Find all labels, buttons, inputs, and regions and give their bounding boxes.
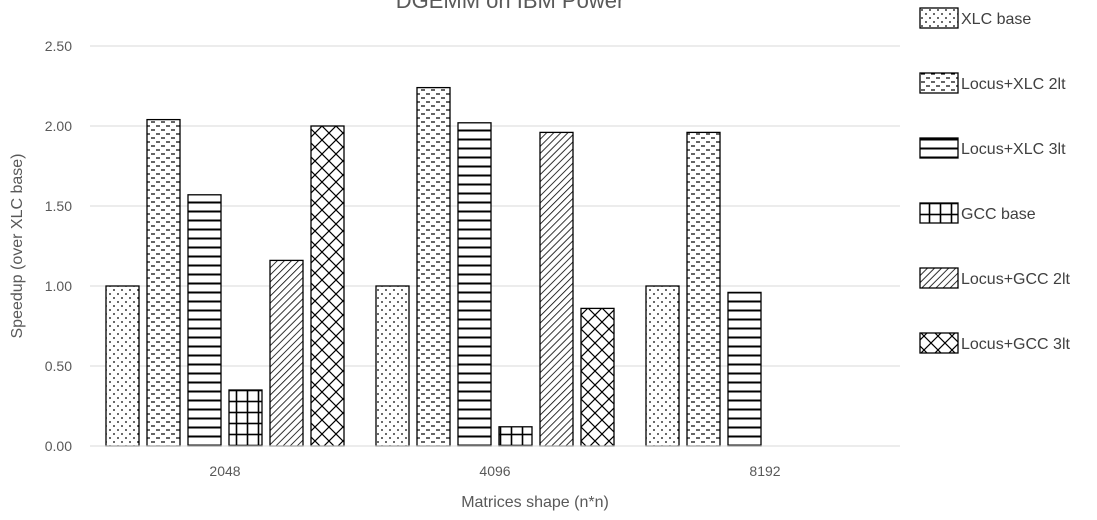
bar-dots-8192 bbox=[645, 285, 680, 447]
y-tick-label: 2.50 bbox=[45, 38, 72, 54]
legend-label: XLC base bbox=[961, 11, 1031, 28]
legend-label: GCC base bbox=[961, 206, 1036, 223]
x-tick-label: 4096 bbox=[479, 463, 510, 479]
legend: XLC base Locus+XLC 2lt Locus+XLC 3lt GCC ba… bbox=[919, 7, 1070, 354]
legend-swatch-dashes bbox=[919, 72, 959, 94]
y-tick-label: 0.50 bbox=[45, 358, 72, 374]
bar-grid-2048 bbox=[228, 389, 263, 447]
x-axis-label: Matrices shape (n*n) bbox=[461, 494, 609, 511]
legend-label: Locus+GCC 2lt bbox=[961, 271, 1070, 288]
legend-swatch-grid bbox=[919, 202, 959, 224]
y-axis-label: Speedup (over XLC base) bbox=[9, 154, 26, 339]
bar-dots-4096 bbox=[375, 285, 410, 447]
gridlines bbox=[90, 45, 900, 367]
bar-dashes-8192 bbox=[686, 131, 721, 447]
bar-hlines-8192 bbox=[727, 291, 762, 447]
bar-zigzag-2048 bbox=[310, 125, 345, 447]
bar-dots-2048 bbox=[105, 285, 140, 447]
bar-hlines-4096 bbox=[457, 122, 492, 447]
chart-title: DGEMM on IBM Power bbox=[396, 0, 625, 13]
legend-swatch-dots bbox=[919, 7, 959, 29]
bar-dashes-4096 bbox=[416, 86, 451, 447]
y-tick-label: 1.00 bbox=[45, 278, 72, 294]
legend-swatch-hlines bbox=[919, 137, 959, 159]
y-tick-label: 2.00 bbox=[45, 118, 72, 134]
bar-zigzag-4096 bbox=[580, 307, 615, 447]
legend-label: Locus+XLC 3lt bbox=[961, 141, 1066, 158]
legend-swatch-zigzag bbox=[919, 332, 959, 354]
bar-diagonal-4096 bbox=[539, 131, 574, 447]
bar-dashes-2048 bbox=[146, 118, 181, 447]
legend-label: Locus+GCC 3lt bbox=[961, 336, 1070, 353]
y-tick-label: 0.00 bbox=[45, 438, 72, 454]
x-axis-ticks: 2048 4096 8192 bbox=[209, 463, 780, 479]
y-axis-ticks: 0.00 0.50 1.00 1.50 2.00 2.50 bbox=[45, 38, 72, 454]
bar-grid-4096 bbox=[498, 426, 533, 447]
bar-hlines-2048 bbox=[187, 194, 222, 447]
legend-label: Locus+XLC 2lt bbox=[961, 76, 1066, 93]
y-tick-label: 1.50 bbox=[45, 198, 72, 214]
legend-swatch-diagonal bbox=[919, 267, 959, 289]
bar-diagonal-2048 bbox=[269, 259, 304, 447]
bars bbox=[105, 86, 762, 447]
x-tick-label: 2048 bbox=[209, 463, 240, 479]
x-tick-label: 8192 bbox=[749, 463, 780, 479]
